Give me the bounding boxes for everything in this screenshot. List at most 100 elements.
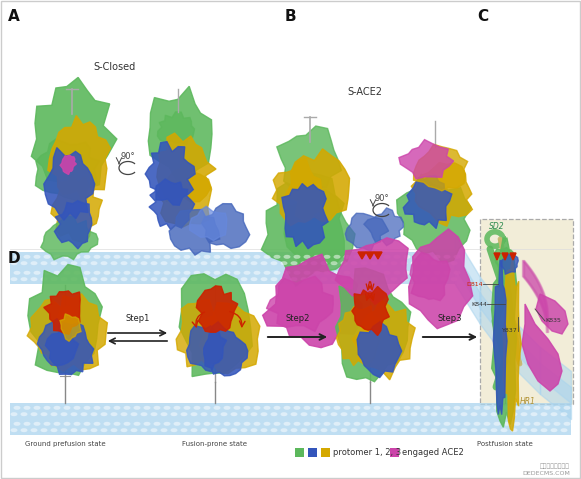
Ellipse shape [523,422,530,426]
Ellipse shape [360,428,368,432]
Ellipse shape [271,277,278,281]
Ellipse shape [471,412,478,416]
Ellipse shape [163,406,170,410]
Ellipse shape [134,422,141,426]
Bar [390,448,399,457]
Polygon shape [157,168,211,227]
Ellipse shape [523,406,530,410]
Ellipse shape [241,261,248,265]
Ellipse shape [170,277,178,281]
Ellipse shape [241,412,248,416]
Ellipse shape [431,412,437,416]
Text: 织梦内容管理系统: 织梦内容管理系统 [540,463,570,469]
Ellipse shape [264,255,271,259]
Ellipse shape [490,428,497,432]
Ellipse shape [10,412,17,416]
Ellipse shape [551,412,558,416]
Ellipse shape [281,412,288,416]
Polygon shape [345,213,389,251]
Ellipse shape [454,255,461,259]
Polygon shape [179,274,252,376]
Polygon shape [366,252,374,259]
Ellipse shape [250,412,257,416]
Ellipse shape [144,406,150,410]
Ellipse shape [321,412,328,416]
Text: C: C [477,9,488,24]
Ellipse shape [44,271,51,275]
Ellipse shape [414,422,421,426]
Ellipse shape [421,412,428,416]
Ellipse shape [390,261,397,265]
Ellipse shape [224,406,231,410]
Ellipse shape [530,428,537,432]
Bar [10,252,455,268]
Ellipse shape [274,422,281,426]
Ellipse shape [421,261,428,265]
Ellipse shape [150,277,157,281]
Ellipse shape [400,261,407,265]
Ellipse shape [260,428,267,432]
Ellipse shape [504,406,511,410]
FancyBboxPatch shape [480,219,573,404]
Polygon shape [44,291,80,334]
Ellipse shape [331,412,338,416]
Ellipse shape [393,406,400,410]
Ellipse shape [443,406,450,410]
Polygon shape [352,300,415,380]
Ellipse shape [41,277,48,281]
Ellipse shape [443,271,450,275]
Ellipse shape [81,412,88,416]
Ellipse shape [490,412,497,416]
Polygon shape [51,175,102,242]
Polygon shape [60,156,76,174]
Ellipse shape [540,428,547,432]
Polygon shape [284,189,355,272]
Ellipse shape [284,271,290,275]
Ellipse shape [131,261,138,265]
Ellipse shape [210,428,217,432]
Ellipse shape [134,271,141,275]
Ellipse shape [91,277,98,281]
Polygon shape [411,162,472,226]
Ellipse shape [174,271,181,275]
Ellipse shape [424,406,431,410]
Ellipse shape [431,261,437,265]
Ellipse shape [421,428,428,432]
Ellipse shape [181,428,188,432]
Ellipse shape [210,261,217,265]
Ellipse shape [110,277,117,281]
Polygon shape [510,253,516,260]
Ellipse shape [371,277,378,281]
Ellipse shape [424,255,431,259]
Ellipse shape [480,428,487,432]
Ellipse shape [300,277,307,281]
Ellipse shape [30,428,38,432]
Ellipse shape [340,412,347,416]
Polygon shape [190,206,227,240]
Ellipse shape [561,412,568,416]
Ellipse shape [331,261,338,265]
Ellipse shape [343,255,350,259]
Ellipse shape [203,422,210,426]
Polygon shape [277,126,342,189]
Ellipse shape [561,428,568,432]
Ellipse shape [521,428,528,432]
Ellipse shape [200,428,207,432]
Polygon shape [358,252,366,259]
Ellipse shape [381,412,388,416]
Ellipse shape [13,271,20,275]
Ellipse shape [374,255,381,259]
Ellipse shape [411,428,418,432]
Ellipse shape [493,406,500,410]
Ellipse shape [333,255,340,259]
Ellipse shape [210,277,217,281]
Ellipse shape [20,261,27,265]
Ellipse shape [360,277,368,281]
Ellipse shape [471,428,478,432]
Ellipse shape [290,412,297,416]
Ellipse shape [343,271,350,275]
Ellipse shape [314,271,321,275]
Ellipse shape [403,406,411,410]
Ellipse shape [13,255,20,259]
Ellipse shape [461,428,468,432]
